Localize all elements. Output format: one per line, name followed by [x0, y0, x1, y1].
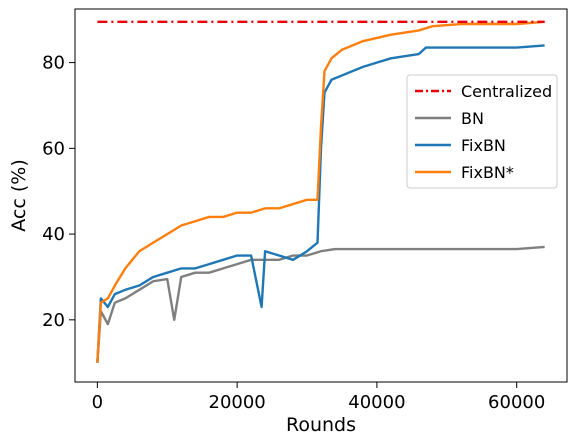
series-line-fixbn: [96, 44, 545, 363]
y-axis: 20 40 60 80: [42, 53, 75, 331]
x-tick-label: 0: [92, 392, 103, 413]
plot-frame: [74, 8, 568, 383]
x-tick-label: 40000: [348, 392, 405, 413]
legend-box: [406, 74, 558, 189]
series-line-fixbn: [96, 20, 545, 363]
x-axis-label: Rounds: [286, 414, 356, 436]
legend-label: Centralized: [461, 82, 552, 101]
legend-label: FixBN*: [461, 163, 514, 182]
series-line-bn: [96, 245, 545, 363]
y-tick-label: 20: [42, 310, 65, 331]
y-tick-label: 40: [42, 224, 65, 245]
x-tick-label: 20000: [209, 392, 266, 413]
legend-label: BN: [461, 109, 484, 128]
legend-label: FixBN: [461, 136, 506, 155]
legend: Centralized BN FixBN FixBN*: [406, 74, 558, 189]
plot-lines: [96, 20, 545, 363]
y-tick-label: 60: [42, 138, 65, 159]
y-tick-label: 80: [42, 53, 65, 74]
y-axis-label: Acc (%): [8, 159, 30, 231]
x-tick-label: 60000: [488, 392, 545, 413]
x-axis: 0 20000 40000 60000: [92, 382, 545, 413]
